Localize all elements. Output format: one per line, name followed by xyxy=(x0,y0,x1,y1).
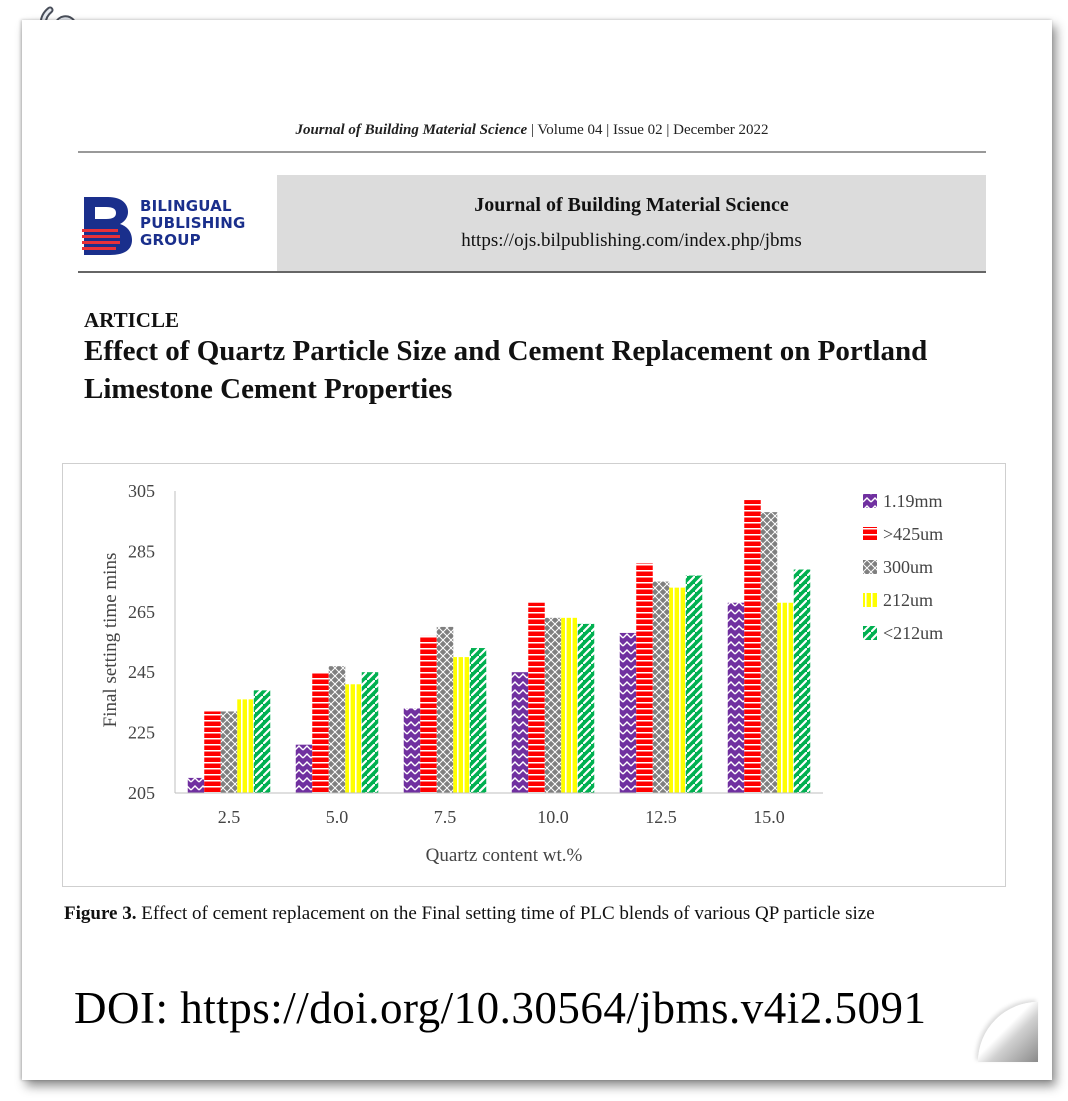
figure-caption-label: Figure 3. xyxy=(64,903,137,924)
bar-300um-12.5 xyxy=(652,581,670,793)
y-tick-label: 285 xyxy=(128,541,155,561)
figure-3: 205 225 245 265 285 305 2.5 5.0 7.5 10.0 12.5 15.0… xyxy=(62,463,1006,887)
bar-<212um-12.5 xyxy=(685,575,703,793)
publisher-logo: BILINGUAL PUBLISHING GROUP xyxy=(78,175,277,271)
bar-300um-10.0 xyxy=(544,617,562,793)
bar-300um-5.0 xyxy=(328,666,346,793)
y-axis-label: Final setting time mins xyxy=(100,553,121,728)
bar-212um-15.0 xyxy=(777,602,794,793)
x-tick-label: 2.5 xyxy=(218,807,241,827)
bar-1.19mm-15.0 xyxy=(727,602,745,793)
legend-label: 1.19mm xyxy=(883,491,943,511)
running-header-journal: Journal of Building Material Science xyxy=(295,122,528,138)
journal-banner: BILINGUAL PUBLISHING GROUP Journal of Bu… xyxy=(78,175,986,273)
bar-1.19mm-5.0 xyxy=(295,744,313,793)
legend-swatch-1.19mm xyxy=(863,494,877,508)
bar-1.19mm-2.5 xyxy=(187,777,205,793)
article-label: ARTICLE xyxy=(84,308,179,332)
y-tick-label: 265 xyxy=(128,602,155,622)
header-rule xyxy=(78,151,986,153)
publisher-line-2: PUBLISHING xyxy=(140,214,246,232)
legend-label: >425um xyxy=(883,524,943,544)
bar-212um-2.5 xyxy=(237,699,254,793)
bar->425um-15.0 xyxy=(744,500,761,793)
bar-212um-10.0 xyxy=(561,617,578,793)
legend-swatch-212um xyxy=(863,593,877,607)
legend-label: 212um xyxy=(883,590,933,610)
figure-caption: Figure 3. Effect of cement replacement o… xyxy=(64,903,875,925)
banner-journal-url[interactable]: https://ojs.bilpublishing.com/index.php/… xyxy=(461,230,802,251)
bar-<212um-10.0 xyxy=(577,623,595,793)
bar-300um-2.5 xyxy=(220,711,238,793)
bar-1.19mm-10.0 xyxy=(511,672,529,793)
bar-<212um-7.5 xyxy=(469,648,487,793)
x-axis-label: Quartz content wt.% xyxy=(426,845,583,866)
bar->425um-5.0 xyxy=(312,672,329,793)
publisher-line-3: GROUP xyxy=(140,231,201,249)
bar->425um-2.5 xyxy=(204,711,221,793)
legend-swatch->425um xyxy=(863,527,877,541)
legend-label: 300um xyxy=(883,557,933,577)
y-tick-label: 305 xyxy=(128,481,155,501)
bar-300um-7.5 xyxy=(436,626,454,793)
x-tick-label: 7.5 xyxy=(434,807,457,827)
x-tick-label: 12.5 xyxy=(645,807,677,827)
final-setting-time-chart: 205 225 245 265 285 305 2.5 5.0 7.5 10.0 12.5 15.0… xyxy=(100,481,943,866)
figure-caption-text: Effect of cement replacement on the Fina… xyxy=(136,903,875,924)
doi-link[interactable]: DOI: https://doi.org/10.30564/jbms.v4i2.… xyxy=(74,983,927,1033)
page-curl xyxy=(978,1002,1038,1062)
publisher-b-icon xyxy=(82,197,132,255)
banner-journal-name: Journal of Building Material Science xyxy=(474,194,789,216)
y-tick-label: 205 xyxy=(128,783,155,803)
x-tick-label: 5.0 xyxy=(326,807,349,827)
article-title: Effect of Quartz Particle Size and Cemen… xyxy=(84,335,928,405)
x-tick-label: 15.0 xyxy=(753,807,785,827)
bar-1.19mm-7.5 xyxy=(403,708,421,793)
legend-swatch-<212um xyxy=(863,626,877,640)
running-header-details: | Volume 04 | Issue 02 | December 2022 xyxy=(530,122,769,138)
x-tick-label: 10.0 xyxy=(537,807,569,827)
bar-<212um-5.0 xyxy=(361,672,379,793)
bar-<212um-15.0 xyxy=(793,569,811,793)
bar-212um-5.0 xyxy=(345,684,362,793)
bar-300um-15.0 xyxy=(760,512,778,793)
bar->425um-10.0 xyxy=(528,602,545,793)
bar-1.19mm-12.5 xyxy=(619,632,637,793)
bar-212um-12.5 xyxy=(669,587,686,793)
legend-label: <212um xyxy=(883,623,943,643)
y-tick-label: 245 xyxy=(128,662,155,682)
y-tick-label: 225 xyxy=(128,723,155,743)
legend-swatch-300um xyxy=(863,560,877,574)
running-header: Journal of Building Material Science | V… xyxy=(78,122,986,139)
bar-<212um-2.5 xyxy=(253,690,271,793)
bar-212um-7.5 xyxy=(453,657,470,793)
publisher-line-1: BILINGUAL xyxy=(140,197,232,215)
bar->425um-12.5 xyxy=(636,563,653,793)
bar->425um-7.5 xyxy=(420,635,437,793)
